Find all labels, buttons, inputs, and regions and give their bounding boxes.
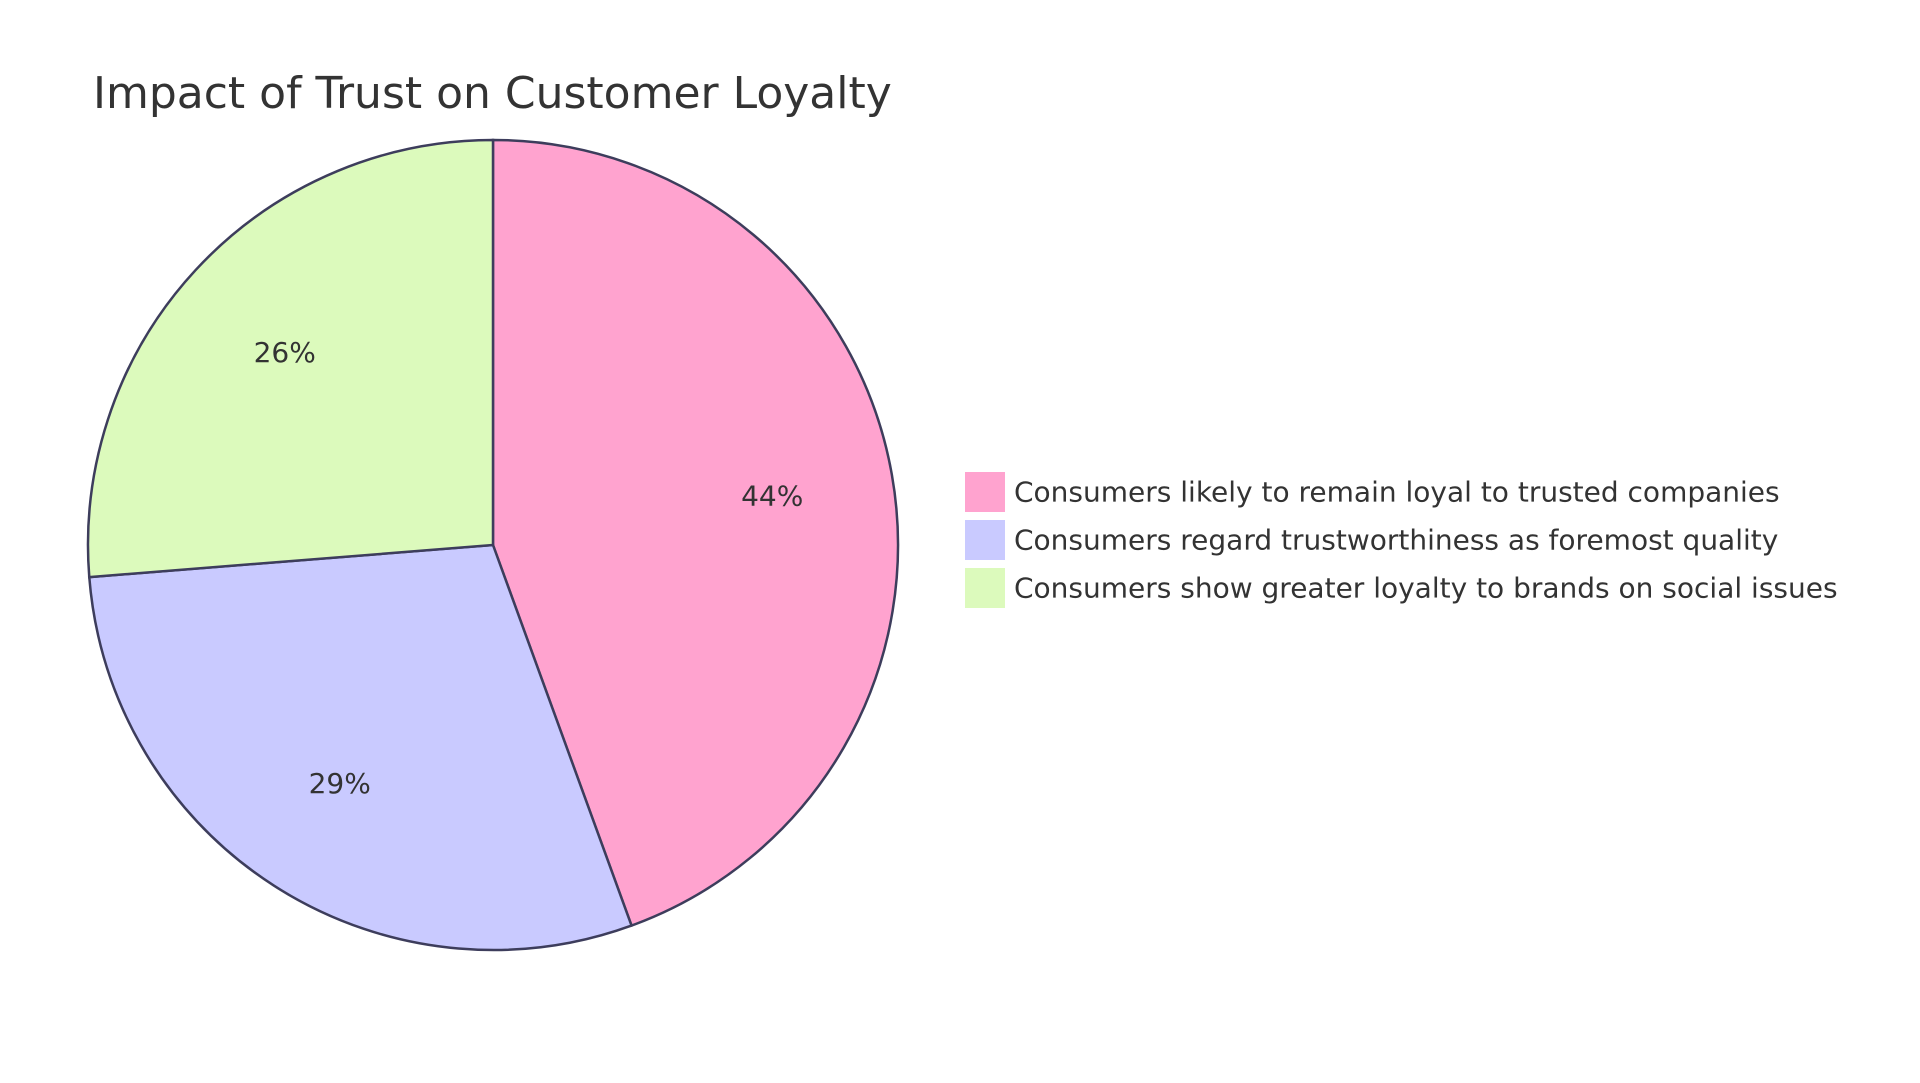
legend-label-2: Consumers regard trustworthiness as fore… <box>1014 524 1778 557</box>
legend-swatch-1 <box>965 472 1005 512</box>
chart-title: Impact of Trust on Customer Loyalty <box>93 68 892 119</box>
pie-slice-labels: 44% 29% 26% <box>254 336 804 800</box>
pie-slices <box>86 138 900 952</box>
legend-label-3: Consumers show greater loyalty to brands… <box>1014 572 1838 605</box>
pie-slice-2 <box>87 543 634 952</box>
pie-slice-1 <box>491 138 900 928</box>
legend: Consumers likely to remain loyal to trus… <box>965 472 1838 608</box>
slice-label-1: 44% <box>741 479 803 512</box>
legend-swatch-3 <box>965 568 1005 608</box>
pie-slice-3 <box>86 138 495 579</box>
legend-label-1: Consumers likely to remain loyal to trus… <box>1014 476 1780 509</box>
slice-label-2: 29% <box>309 767 371 800</box>
slice-label-3: 26% <box>254 336 316 369</box>
legend-swatch-2 <box>965 520 1005 560</box>
